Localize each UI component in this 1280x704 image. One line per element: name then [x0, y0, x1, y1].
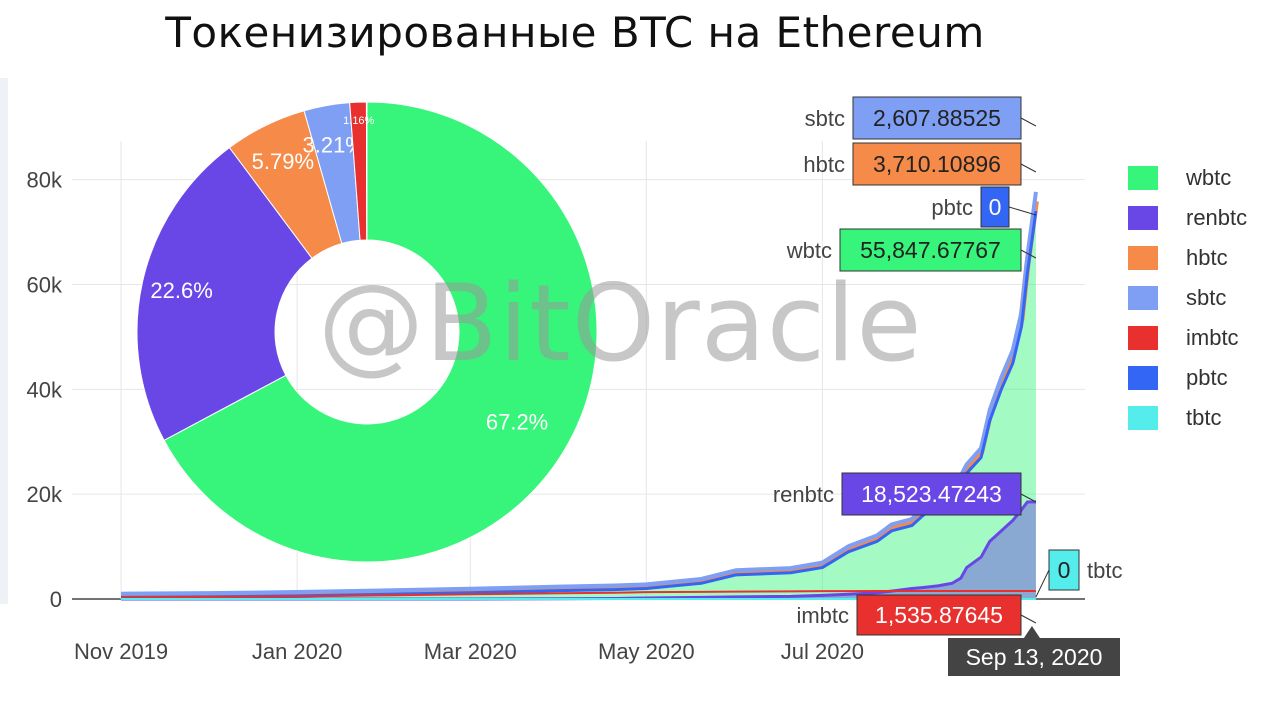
legend-swatch: [1128, 406, 1158, 430]
x-tick-label: Jan 2020: [252, 639, 343, 664]
x-tick-label: Mar 2020: [424, 639, 517, 664]
legend-swatch: [1128, 286, 1158, 310]
tooltip-series-name: wbtc: [786, 238, 832, 263]
tooltip-pointer: [1020, 493, 1037, 503]
tooltip-wbtc: 55,847.67767 wbtc: [786, 228, 1037, 272]
imbtc-line: [121, 589, 1036, 599]
x-tick-label: May 2020: [598, 639, 695, 664]
x-tick-label: Jul 2020: [781, 639, 864, 664]
legend-label: hbtc: [1186, 245, 1228, 270]
tooltip-value: 55,847.67767: [860, 237, 1001, 263]
legend-item-tbtc[interactable]: tbtc: [1128, 398, 1247, 438]
legend-item-sbtc[interactable]: sbtc: [1128, 278, 1247, 318]
tooltip-box: [841, 472, 1022, 516]
pie-slice-renbtc: [136, 146, 313, 441]
tooltip-box: [856, 594, 1022, 636]
y-tick-label: 60k: [27, 272, 63, 297]
tooltip-series-name: tbtc: [1087, 558, 1122, 583]
wbtc-area: [121, 211, 1036, 599]
y-tick-label: 40k: [27, 377, 63, 402]
tooltip-value: 2,607.88525: [873, 105, 1001, 131]
legend-swatch: [1128, 246, 1158, 270]
tooltip-renbtc: 18,523.47243 renbtc: [773, 472, 1037, 516]
legend-label: wbtc: [1186, 165, 1232, 190]
legend-swatch: [1128, 166, 1158, 190]
tooltip-value: 0: [1058, 557, 1071, 583]
tooltip-pointer: [1020, 117, 1037, 127]
tooltip-sbtc: 2,607.88525 sbtc: [805, 96, 1037, 140]
legend-label: imbtc: [1186, 325, 1239, 350]
tooltip-pointer: [1035, 569, 1050, 598]
legend-label: sbtc: [1186, 285, 1227, 310]
legend-swatch: [1128, 326, 1158, 350]
tooltip-value: 18,523.47243: [861, 481, 1002, 507]
sbtc-line: [121, 191, 1038, 596]
tooltip-date-arrow: [1023, 626, 1040, 638]
legend-label: pbtc: [1186, 365, 1228, 390]
x-tick-label: Nov 2019: [74, 639, 168, 664]
y-tick-label: 0: [50, 587, 62, 612]
tooltip-imbtc: 1,535.87645 imbtc: [796, 594, 1037, 636]
tooltip-series-name: sbtc: [805, 106, 845, 131]
legend-item-wbtc[interactable]: wbtc: [1128, 158, 1247, 198]
tooltip-pbtc: 0 pbtc: [931, 186, 1037, 228]
tooltip-series-name: renbtc: [773, 482, 834, 507]
renbtc-area: [121, 501, 1036, 599]
chart-panel-edge: [0, 78, 8, 604]
pie-label-hbtc: 5.79%: [252, 149, 314, 174]
pie-label-imbtc: 1.16%: [343, 115, 374, 127]
tooltip-box: [1048, 549, 1080, 591]
legend-item-pbtc[interactable]: pbtc: [1128, 358, 1247, 398]
pie-slice-tbtc: [365, 101, 368, 241]
tooltip-value: 0: [989, 194, 1002, 220]
tooltip-box: [980, 186, 1010, 228]
tooltip-box: [852, 96, 1022, 140]
tooltip-pointer: [1008, 206, 1037, 216]
tooltip-series-name: hbtc: [803, 152, 845, 177]
legend-item-hbtc[interactable]: hbtc: [1128, 238, 1247, 278]
tooltip-date-text: Sep 13, 2020: [966, 644, 1103, 670]
pbtc-line: [121, 210, 1038, 599]
tooltip-pointer: [1020, 163, 1037, 173]
legend-swatch: [1128, 366, 1158, 390]
tooltip-pointer: [1020, 249, 1037, 259]
y-tick-label: 20k: [27, 482, 63, 507]
legend-item-imbtc[interactable]: imbtc: [1128, 318, 1247, 358]
tooltip-series-name: imbtc: [796, 603, 849, 628]
tooltip-pointer: [1020, 614, 1037, 624]
tooltip-value: 1,535.87645: [875, 602, 1003, 628]
tooltip-hbtc: 3,710.10896 hbtc: [803, 142, 1037, 186]
tooltip-box: [852, 142, 1022, 186]
tooltip-tbtc: 0 tbtc: [1035, 549, 1122, 598]
pie-label-wbtc: 67.2%: [486, 409, 548, 434]
tooltip-value: 3,710.10896: [873, 151, 1001, 177]
legend-item-renbtc[interactable]: renbtc: [1128, 198, 1247, 238]
chart-legend: wbtc renbtc hbtc sbtc imbtc pbtc tbtc: [1128, 158, 1247, 438]
pie-slice-wbtc: [163, 101, 598, 563]
y-tick-label: 80k: [27, 168, 63, 193]
legend-label: tbtc: [1186, 405, 1222, 430]
page-title: Токенизированные BTC на Ethereum: [165, 8, 985, 57]
legend-label: renbtc: [1186, 205, 1248, 230]
legend-swatch: [1128, 206, 1158, 230]
pie-label-renbtc: 22.6%: [150, 278, 212, 303]
tooltip-date-box: [948, 638, 1120, 676]
tooltip-box: [839, 228, 1022, 272]
tooltip-series-name: pbtc: [931, 195, 973, 220]
tooltip-date: Sep 13, 2020: [948, 626, 1120, 676]
